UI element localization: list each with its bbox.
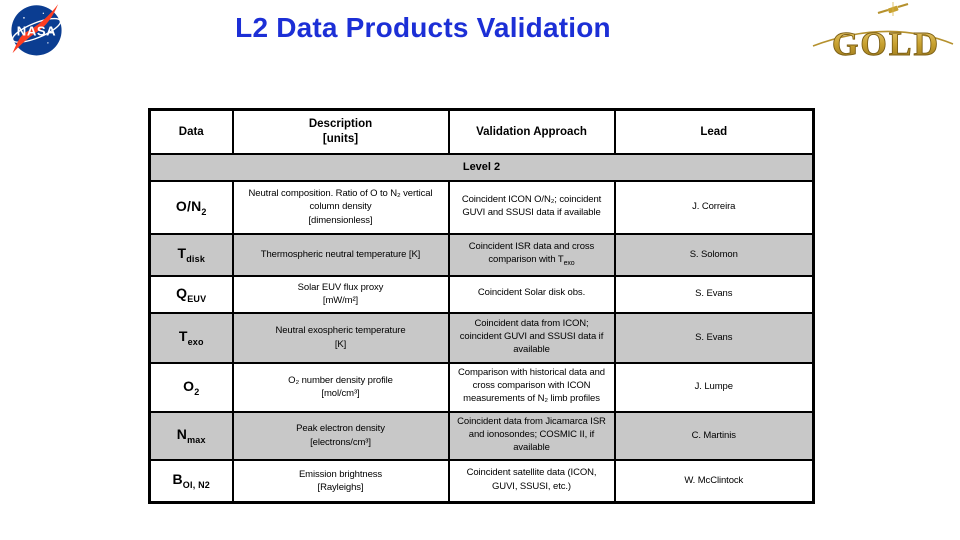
header-description-line1: Description (308, 118, 373, 131)
nasa-meatball-icon: NASA (11, 4, 62, 56)
gold-satellite-icon (877, 2, 909, 16)
description-cell: Neutral composition. Ratio of O to N₂ ve… (231, 179, 450, 235)
header-units-line: [units] (322, 132, 359, 145)
validation-cell: Coincident ISR data and cross comparison… (447, 232, 616, 277)
lead-cell: S. Evans (613, 274, 815, 314)
lead-cell: J. Correira (613, 179, 815, 235)
column-header-validation: Validation Approach (447, 108, 616, 155)
gold-logo-icon: GOLD (808, 0, 958, 64)
validation-cell: Coincident ICON O/N₂; coincident GUVI an… (447, 179, 616, 235)
validation-table: Data Description [units] Validation Appr… (148, 108, 815, 504)
description-cell: Solar EUV flux proxy [mW/m²] (231, 274, 450, 314)
lead-cell: C. Martinis (613, 410, 815, 461)
gold-arc (812, 30, 954, 47)
table-row-o2: O2 O₂ number density profile [mol/cm³] Co… (148, 361, 815, 413)
validation-cell: Coincident data from Jicamarca ISR and i… (447, 410, 616, 461)
table-header-row: Data Description [units] Validation Appr… (148, 108, 815, 155)
gold-logo-text: GOLD (832, 26, 940, 63)
section-row-level2: Level 2 (148, 152, 815, 182)
data-symbol: Texo (148, 311, 234, 364)
description-cell: Thermospheric neutral temperature [K] (231, 232, 450, 277)
description-cell: Neutral exospheric temperature [K] (231, 311, 450, 364)
table-row-boi-n2: BOI, N2 Emission brightness [Rayleighs] C… (148, 458, 815, 504)
validation-cell: Comparison with historical data and cros… (447, 361, 616, 413)
data-symbol: QEUV (148, 274, 234, 314)
table-row-on2: O/N2 Neutral composition. Ratio of O to … (148, 179, 815, 235)
description-cell: O₂ number density profile [mol/cm³] (231, 361, 450, 413)
data-symbol: BOI, N2 (148, 458, 234, 504)
description-cell: Emission brightness [Rayleighs] (231, 458, 450, 504)
validation-cell: Coincident data from ICON; coincident GU… (447, 311, 616, 364)
data-symbol: Tdisk (148, 232, 234, 277)
gold-mission-icon: GOLD (812, 2, 954, 63)
data-symbol: O2 (148, 361, 234, 413)
nasa-logo-icon: NASA (8, 3, 65, 60)
lead-cell: J. Lumpe (613, 361, 815, 413)
validation-cell: Coincident Solar disk obs. (447, 274, 616, 314)
table-row-tdisk: Tdisk Thermospheric neutral temperature … (148, 232, 815, 277)
lead-cell: S. Solomon (613, 232, 815, 277)
lead-cell: W. McClintock (613, 458, 815, 504)
table-row-qeuv: QEUV Solar EUV flux proxy [mW/m²] Coincid… (148, 274, 815, 314)
data-symbol: Nmax (148, 410, 234, 461)
table-row-texo: Texo Neutral exospheric temperature [K] C… (148, 311, 815, 364)
page-title: L2 Data Products Validation (235, 12, 611, 43)
table-row-nmax: Nmax Peak electron density [electrons/cm³… (148, 410, 815, 461)
nasa-logo-text: NASA (17, 23, 56, 38)
lead-cell: S. Evans (613, 311, 815, 364)
description-cell: Peak electron density [electrons/cm³] (231, 410, 450, 461)
validation-table-container: Data Description [units] Validation Appr… (148, 108, 815, 504)
data-symbol: O/N2 (148, 179, 234, 235)
column-header-data: Data (148, 108, 234, 155)
column-header-lead: Lead (613, 108, 815, 155)
validation-cell: Coincident satellite data (ICON, GUVI, S… (447, 458, 616, 504)
column-header-description: Description [units] (231, 108, 450, 155)
section-label: Level 2 (148, 152, 815, 182)
